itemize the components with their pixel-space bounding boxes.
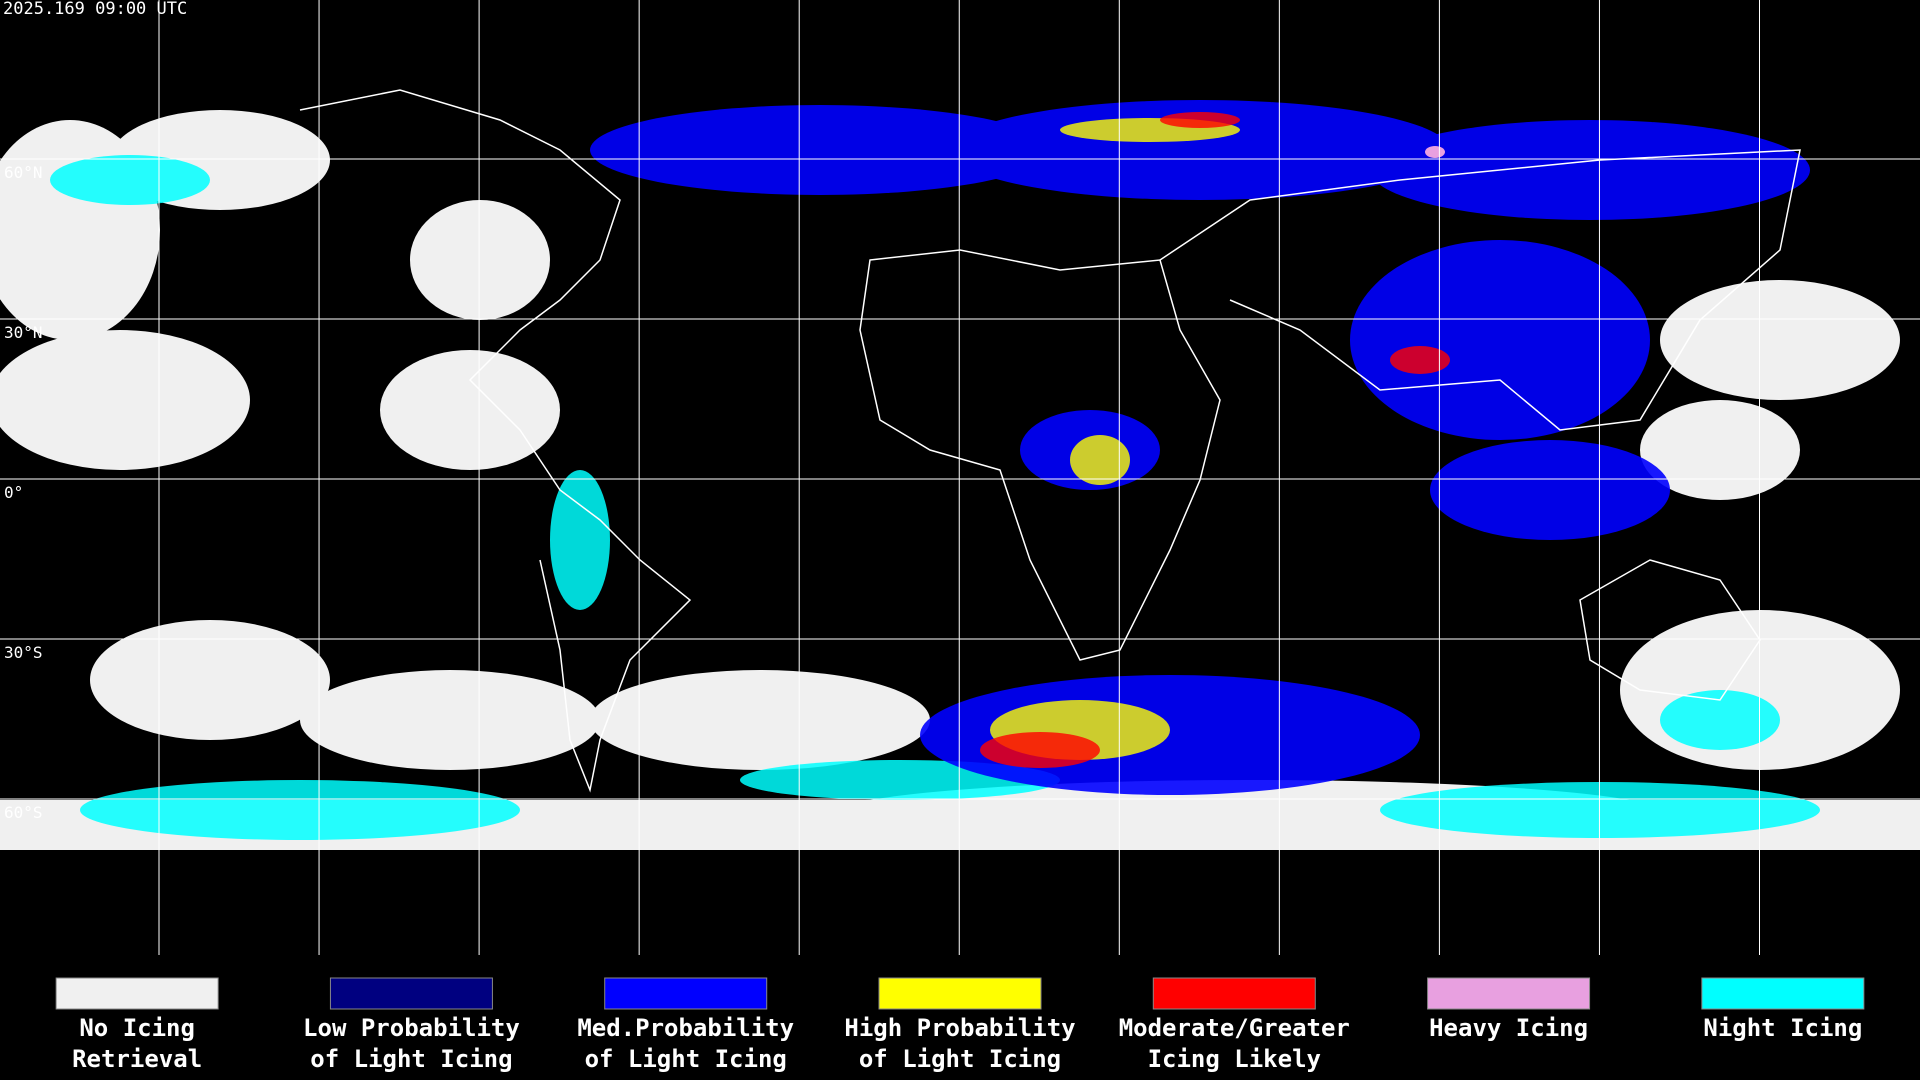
legend-label: Heavy Icing <box>1429 1014 1588 1042</box>
legend-label: Moderate/Greater <box>1119 1014 1350 1042</box>
graticule <box>0 0 1920 955</box>
latitude-label: 60°S <box>4 803 43 822</box>
legend-label: High Probability <box>844 1014 1075 1042</box>
legend-swatch <box>604 977 768 1010</box>
legend-swatch <box>55 977 219 1010</box>
legend-label: Low Probability <box>303 1014 520 1042</box>
legend-label: Night Icing <box>1703 1014 1862 1042</box>
legend-label: No Icing <box>79 1014 195 1042</box>
timestamp: 2025.169 09:00 UTC <box>3 0 187 19</box>
legend-label: of Light Icing <box>585 1045 787 1073</box>
legend: No Icing Retrieval Low Probability of Light… <box>55 977 1865 1073</box>
legend-swatch <box>1152 977 1316 1010</box>
legend-label: Retrieval <box>72 1045 202 1073</box>
legend-label: Icing Likely <box>1148 1045 1321 1073</box>
latitude-label: 30°N <box>4 323 43 342</box>
legend-swatch <box>329 977 493 1010</box>
legend-label: of Light Icing <box>310 1045 512 1073</box>
legend-label: of Light Icing <box>859 1045 1061 1073</box>
legend-swatch <box>878 977 1042 1010</box>
latitude-label: 60°N <box>4 163 43 182</box>
legend-label: Med.Probability <box>577 1014 794 1042</box>
legend-swatch <box>1701 977 1865 1010</box>
legend-swatch <box>1427 977 1591 1010</box>
latitude-label: 30°S <box>4 643 43 662</box>
latitude-label: 0° <box>4 483 23 502</box>
